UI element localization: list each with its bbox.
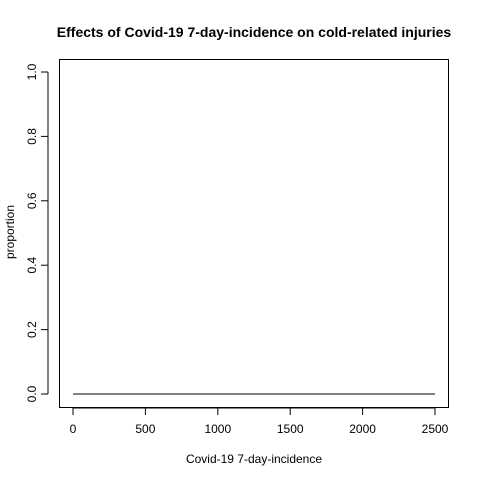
x-tick-label: 2500 [422, 422, 449, 436]
y-tick-label: 0.6 [25, 192, 39, 209]
y-tick-label: 0.4 [25, 257, 39, 274]
x-tick-label: 1000 [204, 422, 231, 436]
y-axis: 0.0 0.2 0.4 0.6 0.8 1.0 [25, 63, 49, 402]
x-axis: 0 500 1000 1500 2000 2500 [70, 407, 449, 436]
x-tick-label: 2000 [349, 422, 376, 436]
plot-area-frame [59, 59, 449, 408]
y-axis-label: proportion [3, 205, 17, 259]
x-tick-label: 500 [135, 422, 155, 436]
y-tick-label: 1.0 [25, 63, 39, 80]
y-tick-label: 0.8 [25, 128, 39, 145]
chart-title: Effects of Covid-19 7-day-incidence on c… [57, 24, 452, 40]
x-axis-label: Covid-19 7-day-incidence [186, 452, 322, 466]
y-tick-label: 0.0 [25, 385, 39, 402]
x-tick-label: 1500 [277, 422, 304, 436]
x-tick-label: 0 [70, 422, 77, 436]
y-tick-label: 0.2 [25, 321, 39, 338]
